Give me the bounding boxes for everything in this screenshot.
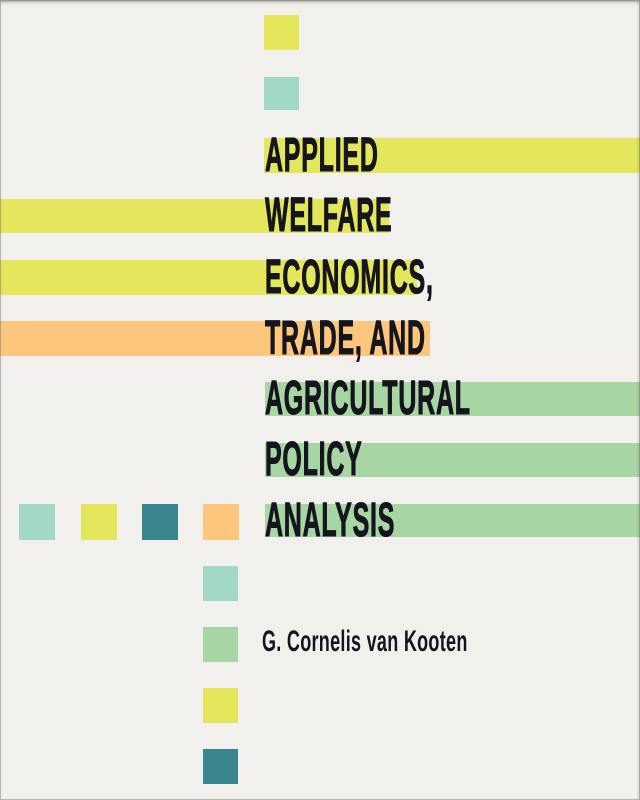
title-bar-2 [0,199,389,233]
decor-square-column-3 [203,688,238,723]
decor-square-row-2 [81,504,117,540]
title-text-6: POLICY [265,433,363,486]
decor-square-top-2 [264,77,299,110]
title-bar-1 [264,138,640,173]
decor-square-column-4 [203,749,238,784]
decor-square-column-1 [203,566,238,601]
decor-square-top-1 [264,15,299,50]
title-text-2: WELFARE [265,189,393,242]
title-bar-3 [0,260,417,295]
title-text-7: ANALYSIS [265,494,396,547]
title-text-1: APPLIED [265,129,379,182]
title-bar-7 [265,504,640,537]
title-line-4: TRADE, AND [0,312,640,365]
title-text-4: TRADE, AND [265,312,426,365]
decor-square-row-4 [203,504,239,540]
title-line-7: ANALYSIS [0,494,640,547]
decor-square-row-1 [19,504,55,540]
title-bar-4 [0,321,430,356]
title-line-6: POLICY [0,433,640,486]
title-line-1: APPLIED [0,129,640,182]
title-line-5: AGRICULTURAL [0,372,640,425]
title-bar-5 [265,382,640,416]
title-line-3: ECONOMICS, [0,251,640,304]
decor-square-column-2 [203,627,238,662]
title-bar-6 [265,443,640,477]
title-text-5: AGRICULTURAL [265,372,471,425]
title-line-2: WELFARE [0,189,640,242]
decor-square-row-3 [142,504,178,540]
author-name: G. Cornelis van Kooten [262,625,468,658]
title-text-3: ECONOMICS, [265,251,434,304]
